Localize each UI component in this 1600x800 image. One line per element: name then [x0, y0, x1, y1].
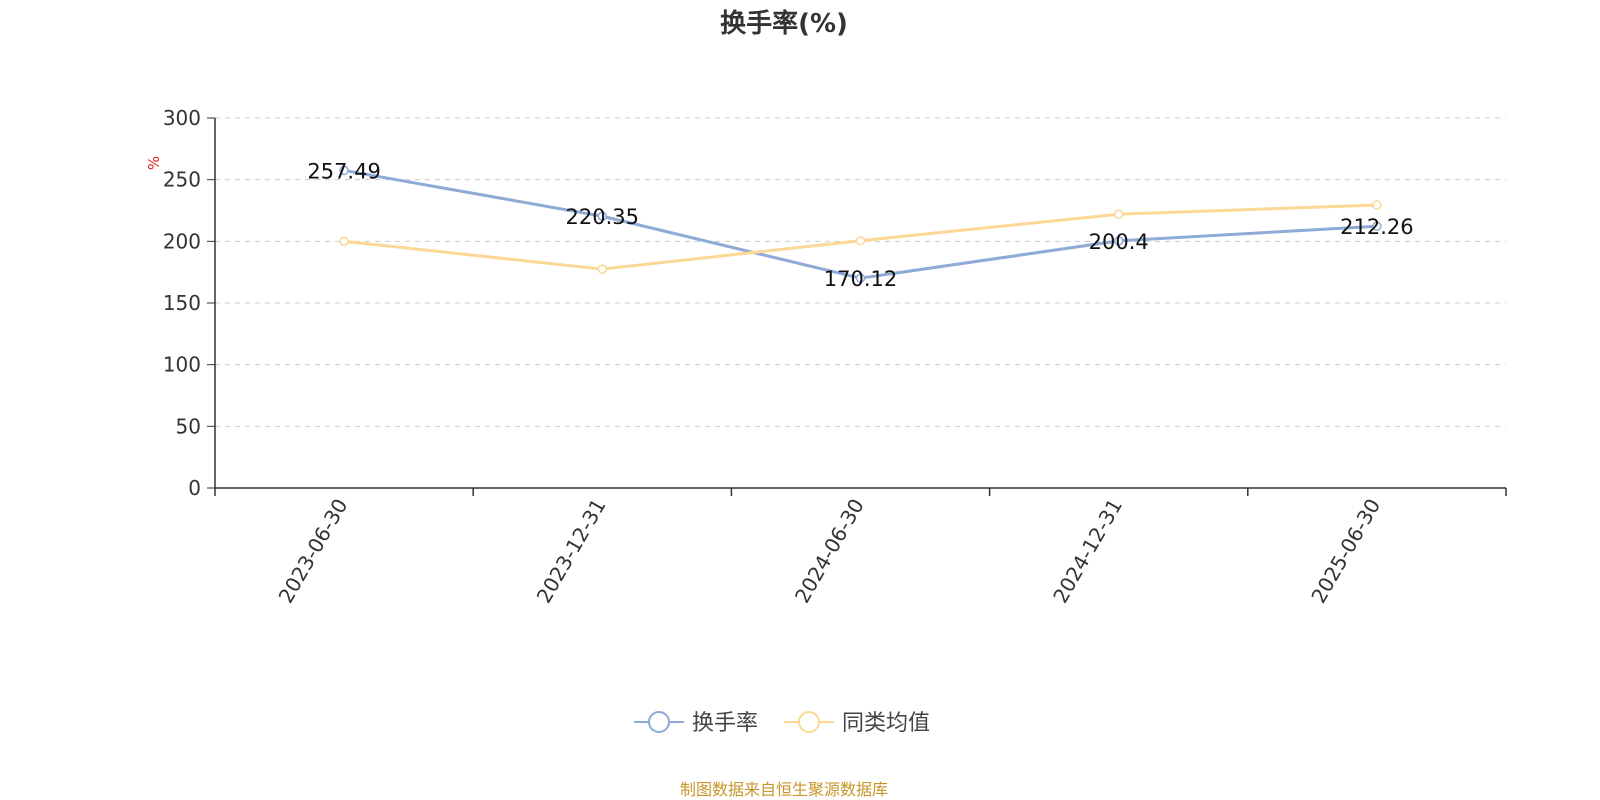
data-label: 200.4	[1089, 230, 1149, 254]
series-layer	[339, 165, 1382, 283]
data-point[interactable]	[1372, 200, 1382, 210]
legend-label: 换手率	[692, 711, 758, 736]
x-tick-label: 2025-06-30	[1306, 495, 1385, 608]
x-tick-label: 2023-06-30	[274, 495, 353, 608]
data-point[interactable]	[855, 235, 866, 246]
y-tick-label: 200	[163, 229, 201, 253]
y-axis-unit: %	[145, 156, 163, 170]
data-label: 212.26	[1340, 215, 1413, 239]
data-label: 257.49	[307, 159, 380, 183]
y-tick-label: 100	[163, 353, 201, 377]
data-label: 220.35	[566, 205, 639, 229]
x-tick-label: 2024-06-30	[790, 495, 869, 608]
data-point[interactable]	[597, 264, 608, 274]
data-point[interactable]	[339, 236, 349, 247]
source-note: 制图数据来自恒生聚源数据库	[680, 780, 888, 799]
legend-label: 同类均值	[842, 711, 930, 736]
legend-item-0[interactable]: 换手率	[634, 711, 758, 736]
y-tick-label: 250	[163, 168, 201, 192]
data-point[interactable]	[1113, 236, 1124, 246]
chart-title: 换手率(%)	[720, 8, 848, 39]
data-label: 170.12	[824, 267, 897, 291]
y-tick-label: 0	[188, 476, 201, 500]
legend-item-1[interactable]: 同类均值	[784, 711, 930, 736]
x-tick-label: 2024-12-31	[1048, 495, 1127, 608]
data-point[interactable]	[1113, 209, 1124, 219]
y-tick-label: 150	[163, 291, 201, 315]
x-tick-label: 2023-12-31	[532, 495, 611, 608]
data-point[interactable]	[855, 273, 866, 283]
data-labels: 257.49 220.35 170.12 200.4 212.26	[307, 159, 1413, 291]
data-point[interactable]	[597, 211, 608, 221]
data-point[interactable]	[1372, 221, 1382, 231]
y-tick-label: 50	[176, 414, 201, 438]
y-tick-label: 300	[163, 106, 201, 130]
legend-marker	[648, 711, 670, 733]
data-point[interactable]	[339, 165, 349, 176]
legend-marker	[798, 711, 820, 733]
legend[interactable]: 换手率 同类均值	[634, 711, 930, 736]
series-line-0	[343, 168, 1377, 280]
